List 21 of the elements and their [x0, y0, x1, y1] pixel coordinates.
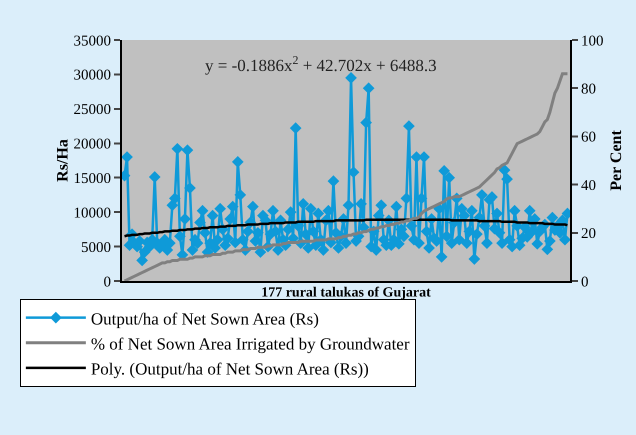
y2-tick-label: 100 [581, 33, 604, 50]
y-tick-label: 0 [104, 274, 111, 290]
legend-label: Poly. (Output/ha of Net Sown Area (Rs)) [90, 359, 369, 378]
y2-tick-label: 40 [581, 178, 596, 194]
y2-tick-label: 0 [581, 274, 588, 290]
annotation: y = -0.1886x$^{2}$ + 42.702x + 6488.3 [205, 53, 437, 76]
y-tick-label: 30000 [74, 68, 111, 84]
y-axis-title: Rs/Ha [54, 139, 72, 182]
y-tick-label: 25000 [74, 102, 111, 118]
legend-label: Output/ha of Net Sown Area (Rs) [90, 309, 319, 328]
y2-tick-label: 80 [581, 81, 596, 98]
y2-tick-label: 20 [581, 226, 596, 242]
y2-tick-label: 60 [581, 130, 596, 146]
y-tick-label: 20000 [74, 136, 111, 153]
y2-axis-title: Per Cent [608, 130, 625, 191]
y-tick-label: 15000 [74, 170, 111, 187]
y-tick-label: 35000 [74, 33, 111, 50]
y-tick-label: 10000 [74, 205, 111, 222]
x-axis-title: 177 rural talukas of Gujarat [261, 286, 432, 301]
legend-label: % of Net Sown Area Irrigated by Groundwater [90, 334, 410, 354]
y-tick-label: 5000 [81, 240, 111, 256]
